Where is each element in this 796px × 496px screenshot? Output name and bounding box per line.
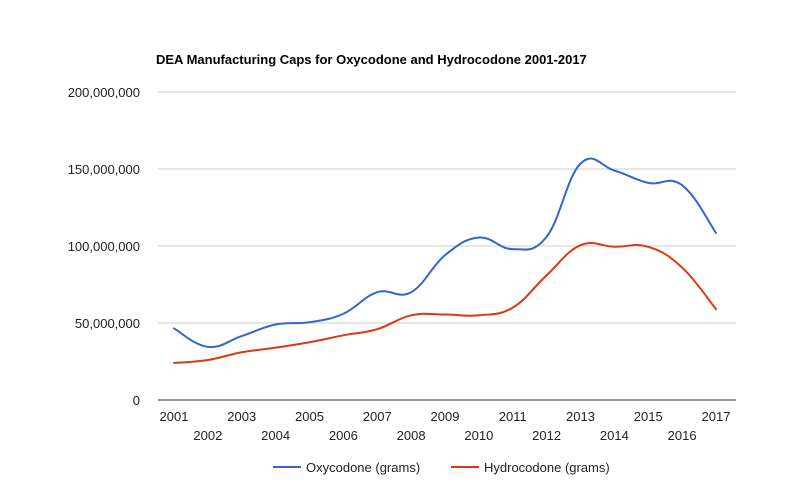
gridlines xyxy=(158,91,736,401)
data-point-hydrocodone[interactable] xyxy=(578,242,584,248)
series-line-oxycodone[interactable] xyxy=(173,157,717,349)
y-tick-label: 150,000,000 xyxy=(68,162,140,177)
data-point-oxycodone[interactable] xyxy=(544,234,550,240)
data-point-oxycodone[interactable] xyxy=(476,235,482,241)
data-point-oxycodone[interactable] xyxy=(239,333,245,339)
legend-label: Oxycodone (grams) xyxy=(306,460,420,475)
data-point-hydrocodone[interactable] xyxy=(205,357,211,363)
x-tick-label: 2010 xyxy=(464,428,493,443)
data-point-oxycodone[interactable] xyxy=(340,311,346,317)
legend[interactable]: Oxycodone (grams) Hydrocodone (grams) xyxy=(273,460,610,475)
data-point-hydrocodone[interactable] xyxy=(307,339,313,345)
x-tick-label: 2013 xyxy=(566,409,595,424)
data-point-oxycodone[interactable] xyxy=(611,168,617,174)
y-tick-label: 50,000,000 xyxy=(75,316,140,331)
x-tick-label: 2017 xyxy=(702,409,731,424)
data-point-oxycodone[interactable] xyxy=(510,246,516,252)
legend-item-oxycodone[interactable]: Oxycodone (grams) xyxy=(273,460,420,475)
x-tick-label: 2016 xyxy=(668,428,697,443)
x-tick-label: 2014 xyxy=(600,428,629,443)
y-tick-label: 100,000,000 xyxy=(68,239,140,254)
data-point-oxycodone[interactable] xyxy=(578,161,584,167)
x-tick-label: 2006 xyxy=(329,428,358,443)
data-point-hydrocodone[interactable] xyxy=(442,312,448,318)
data-point-oxycodone[interactable] xyxy=(645,180,651,186)
data-point-hydrocodone[interactable] xyxy=(679,265,685,271)
data-point-hydrocodone[interactable] xyxy=(374,326,380,332)
x-tick-label: 2002 xyxy=(193,428,222,443)
data-point-oxycodone[interactable] xyxy=(273,322,279,328)
data-point-oxycodone[interactable] xyxy=(307,319,313,325)
data-point-hydrocodone[interactable] xyxy=(544,272,550,278)
data-point-oxycodone[interactable] xyxy=(442,252,448,258)
x-tick-label: 2005 xyxy=(295,409,324,424)
legend-item-hydrocodone[interactable]: Hydrocodone (grams) xyxy=(451,460,610,475)
data-point-hydrocodone[interactable] xyxy=(239,349,245,355)
x-tick-label: 2007 xyxy=(363,409,392,424)
data-point-hydrocodone[interactable] xyxy=(171,360,177,366)
y-tick-label: 200,000,000 xyxy=(68,85,140,100)
legend-label: Hydrocodone (grams) xyxy=(484,460,610,475)
x-tick-label: 2015 xyxy=(634,409,663,424)
data-point-oxycodone[interactable] xyxy=(679,182,685,188)
x-axis-ticks: 2001 2002 2003 2004 2005 2006 2007 2008 2009 2010… xyxy=(160,409,731,443)
data-point-hydrocodone[interactable] xyxy=(273,345,279,351)
chart-title: DEA Manufacturing Caps for Oxycodone and… xyxy=(156,52,587,67)
data-point-hydrocodone[interactable] xyxy=(340,332,346,338)
x-tick-label: 2004 xyxy=(261,428,290,443)
data-point-oxycodone[interactable] xyxy=(374,289,380,295)
x-tick-label: 2001 xyxy=(160,409,189,424)
series-line-hydrocodone[interactable] xyxy=(173,242,717,365)
x-tick-label: 2009 xyxy=(431,409,460,424)
data-point-oxycodone[interactable] xyxy=(713,230,719,236)
x-tick-label: 2011 xyxy=(499,409,527,424)
data-point-hydrocodone[interactable] xyxy=(611,244,617,250)
x-tick-label: 2012 xyxy=(532,428,561,443)
x-tick-label: 2003 xyxy=(227,409,256,424)
data-point-hydrocodone[interactable] xyxy=(645,244,651,250)
data-point-hydrocodone[interactable] xyxy=(408,312,414,318)
x-tick-label: 2008 xyxy=(397,428,426,443)
data-point-oxycodone[interactable] xyxy=(171,325,177,331)
data-point-hydrocodone[interactable] xyxy=(476,312,482,318)
series-lines xyxy=(171,157,719,366)
data-point-oxycodone[interactable] xyxy=(205,344,211,350)
y-tick-label: 0 xyxy=(133,393,140,408)
data-point-oxycodone[interactable] xyxy=(408,289,414,295)
data-point-hydrocodone[interactable] xyxy=(713,306,719,312)
y-axis-ticks: 0 50,000,000 100,000,000 150,000,000 200,000… xyxy=(68,85,140,408)
data-point-hydrocodone[interactable] xyxy=(510,305,516,311)
